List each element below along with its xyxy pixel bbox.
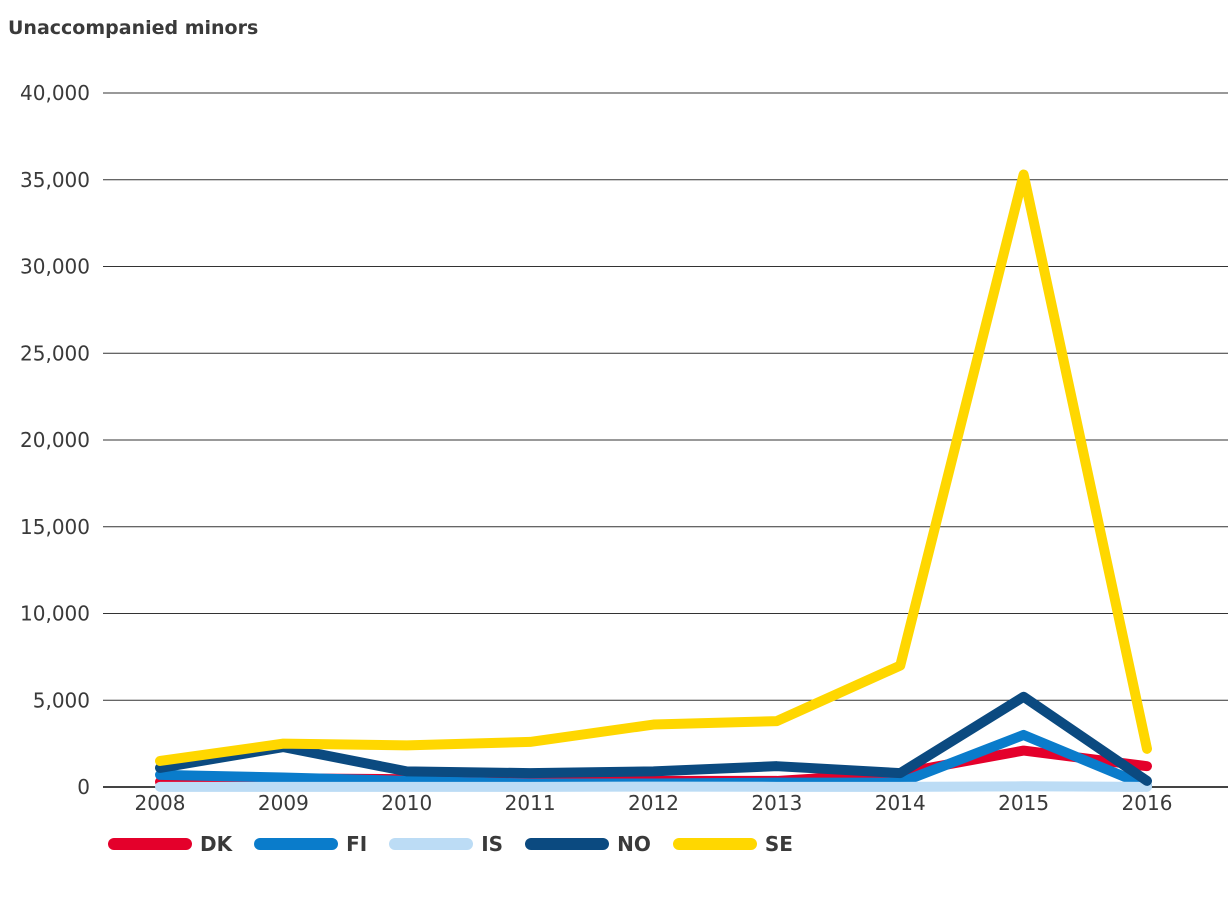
legend-item-fi: FI	[254, 832, 367, 856]
legend-swatch	[389, 838, 474, 850]
y-tick-label: 15,000	[20, 515, 90, 539]
legend-item-dk: DK	[108, 832, 232, 856]
y-tick-label: 5,000	[33, 688, 90, 712]
legend-swatch	[525, 838, 610, 850]
legend-label: NO	[617, 832, 651, 856]
legend-swatch	[672, 838, 757, 850]
y-tick-labels: 0 5,000 10,000 15,000 20,000 25,000 30,000 35,0…	[20, 81, 90, 799]
legend-swatch	[254, 838, 339, 850]
legend: DK FI IS NO SE	[108, 832, 815, 856]
series-line-se	[155, 169, 1152, 766]
x-tick-label: 2011	[505, 791, 556, 815]
legend-label: SE	[764, 832, 793, 856]
legend-label: DK	[200, 832, 233, 856]
legend-swatch	[108, 838, 192, 850]
series-line-no	[155, 691, 1152, 786]
y-tick-label: 40,000	[20, 81, 90, 105]
x-tick-label: 2008	[135, 791, 186, 815]
gridlines	[103, 92, 1228, 788]
series-line-is	[155, 781, 1152, 792]
y-tick-label: 35,000	[20, 168, 90, 192]
y-tick-label: 25,000	[20, 341, 90, 365]
y-tick-label: 10,000	[20, 602, 90, 626]
legend-item-is: IS	[389, 832, 503, 856]
legend-item-no: NO	[525, 832, 651, 856]
x-tick-label: 2009	[258, 791, 309, 815]
x-tick-label: 2012	[628, 791, 679, 815]
legend-item-se: SE	[672, 832, 793, 856]
y-tick-label: 20,000	[20, 428, 90, 452]
line-chart: 0 5,000 10,000 15,000 20,000 25,000 30,000 35,0…	[20, 81, 1228, 815]
x-tick-labels: 2008 2009 2010 2011 2012 2013 2014 2015 2016	[135, 791, 1173, 815]
series-lines	[155, 169, 1152, 792]
y-tick-label: 30,000	[20, 255, 90, 279]
x-tick-label: 2016	[1122, 791, 1173, 815]
x-tick-label: 2013	[751, 791, 802, 815]
x-tick-label: 2015	[998, 791, 1049, 815]
chart-title: Unaccompanied minors	[8, 17, 259, 39]
x-tick-label: 2014	[875, 791, 926, 815]
legend-label: FI	[346, 832, 368, 856]
y-tick-label: 0	[77, 775, 90, 799]
x-tick-label: 2010	[381, 791, 432, 815]
legend-label: IS	[481, 832, 504, 856]
